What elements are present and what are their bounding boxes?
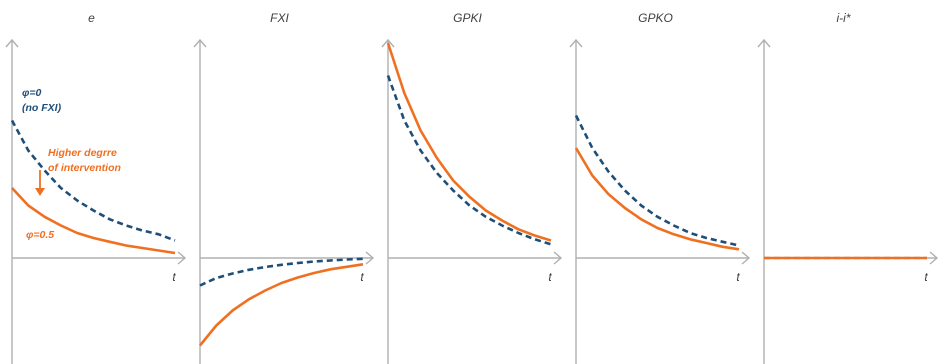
y-axis-arrow bbox=[193, 38, 207, 48]
panel-2: FXI t bbox=[193, 11, 375, 364]
y-axis-arrow bbox=[5, 38, 19, 48]
y-axis-arrow bbox=[757, 38, 771, 48]
annotation-text: (no FXI) bbox=[22, 102, 62, 114]
annotation-text: Higher degrre bbox=[48, 147, 117, 159]
x-axis-arrow bbox=[553, 251, 563, 265]
intervention-arrow-head bbox=[35, 188, 45, 196]
x-axis-label: t bbox=[548, 270, 552, 284]
panel-title: GPKO bbox=[638, 11, 673, 25]
annotation-text: of intervention bbox=[48, 162, 121, 174]
series-line-phi-0 bbox=[199, 257, 364, 287]
x-axis-arrow bbox=[177, 251, 187, 265]
panel-title: e bbox=[88, 11, 95, 25]
panel-title: FXI bbox=[270, 11, 289, 25]
x-axis-label: t bbox=[736, 270, 740, 284]
x-axis-label: t bbox=[172, 270, 176, 284]
x-axis-label: t bbox=[924, 270, 928, 284]
series-line-phi-0-5 bbox=[386, 42, 552, 242]
series-line-phi-0-5 bbox=[198, 263, 364, 347]
x-axis-label: t bbox=[360, 270, 364, 284]
y-axis-arrow bbox=[381, 38, 395, 48]
series-line-phi-0-5 bbox=[574, 147, 740, 251]
panel-4: GPKO t bbox=[569, 11, 751, 364]
x-axis-arrow bbox=[929, 251, 939, 265]
series-line-phi-0 bbox=[386, 75, 552, 246]
x-axis-arrow bbox=[365, 251, 375, 265]
panel-title: GPKI bbox=[453, 11, 482, 25]
panel-1: et bbox=[5, 11, 187, 364]
series-line-phi-0 bbox=[574, 114, 740, 247]
panel-5: i-i* t bbox=[757, 11, 939, 364]
panel-title: i-i* bbox=[837, 11, 851, 25]
annotation-text: φ=0.5 bbox=[26, 229, 54, 241]
series-line-phi-0-5 bbox=[11, 187, 176, 255]
panel-3: GPKI t bbox=[381, 11, 563, 364]
x-axis-arrow bbox=[741, 251, 751, 265]
y-axis-arrow bbox=[569, 38, 583, 48]
annotation-text: φ=0 bbox=[22, 87, 42, 99]
series-line-phi-0 bbox=[10, 119, 176, 242]
